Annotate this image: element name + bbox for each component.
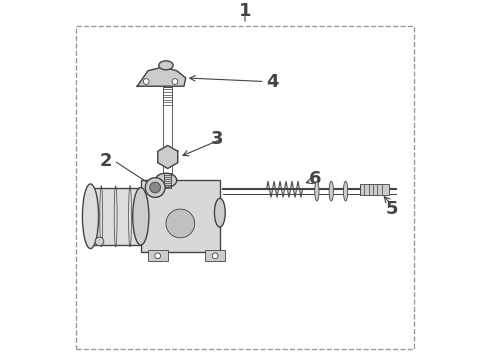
Bar (360, 184, 389, 195)
Circle shape (155, 253, 161, 259)
Text: 6: 6 (309, 170, 321, 188)
Ellipse shape (146, 177, 165, 197)
Ellipse shape (215, 198, 225, 227)
Circle shape (150, 182, 161, 193)
Text: 2: 2 (99, 152, 112, 170)
Text: 4: 4 (267, 72, 279, 90)
Ellipse shape (155, 173, 177, 188)
Circle shape (172, 78, 178, 84)
Circle shape (212, 253, 218, 259)
Polygon shape (137, 67, 186, 86)
Ellipse shape (315, 181, 319, 201)
Ellipse shape (329, 181, 333, 201)
Text: 1: 1 (239, 3, 251, 21)
Ellipse shape (343, 181, 348, 201)
Circle shape (143, 78, 149, 84)
Circle shape (166, 209, 195, 238)
Ellipse shape (133, 188, 149, 245)
Text: 5: 5 (386, 200, 398, 218)
Circle shape (95, 237, 104, 246)
Ellipse shape (82, 184, 98, 249)
Bar (141, 180, 220, 252)
Text: 3: 3 (211, 130, 223, 148)
Bar (148, 251, 168, 261)
Ellipse shape (159, 61, 173, 70)
Bar (91, 188, 141, 245)
Bar (205, 251, 225, 261)
Polygon shape (158, 145, 178, 168)
Bar (137, 191, 151, 234)
